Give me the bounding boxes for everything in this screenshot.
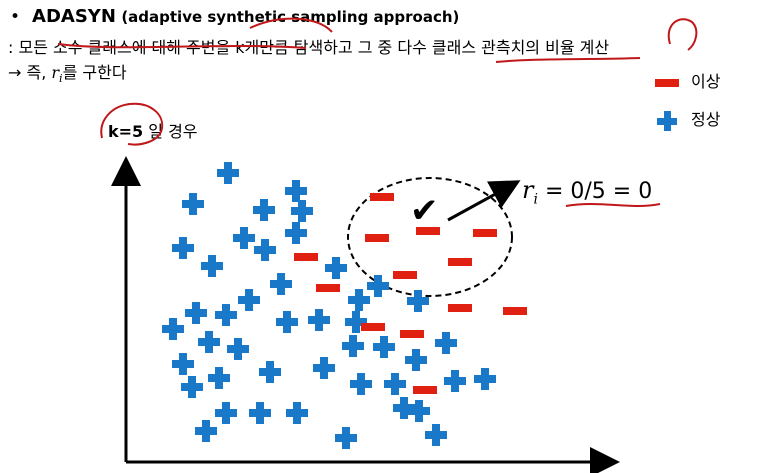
method-title: ADASYN (32, 6, 116, 27)
ratio-underline-mark (565, 203, 661, 207)
underline-mark-2 (495, 57, 641, 63)
majority-point (474, 368, 496, 390)
annotation-marks (57, 17, 698, 207)
method-subtitle: (adaptive synthetic sampling approach) (121, 8, 460, 26)
majority-point (313, 357, 335, 379)
minority-point (294, 253, 318, 261)
majority-point (407, 290, 429, 312)
pointer-arrow (447, 180, 521, 222)
majority-point (444, 370, 466, 392)
majority-point (181, 376, 203, 398)
ratio-result-subscript: i (533, 191, 538, 208)
majority-point (253, 199, 275, 221)
minority-point (473, 229, 497, 237)
legend-minority: 이상 (655, 68, 720, 92)
majority-point (227, 338, 249, 360)
majority-point (217, 162, 239, 184)
majority-point (405, 349, 427, 371)
minority-point (400, 330, 424, 338)
plus-icon (657, 110, 677, 131)
majority-point (345, 311, 367, 333)
legend-minority-label: 이상 (691, 72, 721, 91)
majority-point (285, 222, 307, 244)
majority-point (254, 239, 276, 261)
majority-point (249, 402, 271, 424)
legend-majority-label: 정상 (691, 110, 721, 129)
minority-point (361, 323, 385, 331)
majority-point (162, 318, 184, 340)
majority-point (408, 400, 430, 422)
minus-icon (655, 78, 679, 87)
underline-mark-1 (57, 43, 307, 49)
ratio-subscript: i (59, 72, 63, 86)
majority-point (285, 180, 307, 202)
minority-point (413, 386, 437, 394)
majority-point (215, 304, 237, 326)
majority-point (215, 402, 237, 424)
neighborhood-circle (347, 177, 513, 297)
majority-point (208, 367, 230, 389)
majority-point (308, 309, 330, 331)
ratio-result-variable: r (522, 176, 534, 204)
minority-point (448, 258, 472, 266)
majority-point (393, 397, 415, 419)
majority-point (185, 302, 207, 324)
majority-point (325, 257, 347, 279)
description-line: : 모든 소수 클래스에 대해 주변을 k개만큼 탐색하고 그 중 다수 클래스… (8, 38, 610, 57)
majority-point (342, 335, 364, 357)
minority-point (370, 193, 394, 201)
minority-point (503, 307, 527, 315)
majority-point (350, 373, 372, 395)
majority-point (367, 275, 389, 297)
conclusion-line: → 즉, ri를 구한다 (8, 59, 127, 85)
minority-point (393, 271, 417, 279)
majority-point (201, 255, 223, 277)
majority-point (384, 373, 406, 395)
k-case-label: k=5 일 경우 (108, 118, 198, 142)
majority-point (172, 237, 194, 259)
majority-point (335, 427, 357, 449)
bullet: • (10, 7, 21, 27)
majority-point (238, 289, 260, 311)
minority-point (448, 304, 472, 312)
k-circle-mark (100, 102, 164, 146)
majority-point (291, 200, 313, 222)
minority-point (416, 227, 440, 235)
conclusion-prefix: → 즉, (8, 63, 52, 82)
majority-point (270, 273, 292, 295)
majority-point (373, 336, 395, 358)
ratio-result: ri = 0/5 = 0 (522, 176, 652, 207)
minority-point (365, 234, 389, 242)
k-case-text: 일 경우 (143, 122, 198, 141)
circle-mark-2 (667, 18, 698, 51)
check-mark-icon: ✔ (410, 191, 439, 231)
majority-point (259, 361, 281, 383)
slide-heading: • ADASYN (adaptive synthetic sampling app… (10, 6, 459, 27)
majority-point (195, 420, 217, 442)
data-points (162, 162, 527, 449)
minority-point (316, 284, 340, 292)
majority-point (286, 402, 308, 424)
majority-point (198, 331, 220, 353)
majority-point (435, 332, 457, 354)
conclusion-suffix: 를 구한다 (62, 63, 127, 82)
majority-point (182, 193, 204, 215)
majority-point (233, 227, 255, 249)
legend-majority: 정상 (657, 106, 720, 131)
ratio-variable: r (51, 63, 60, 82)
k-value: k=5 (108, 122, 144, 141)
majority-point (425, 424, 447, 446)
majority-point (172, 353, 194, 375)
ratio-result-value: = 0/5 = 0 (537, 179, 653, 204)
majority-point (276, 311, 298, 333)
majority-point (348, 289, 370, 311)
highlight-mark (249, 17, 333, 33)
